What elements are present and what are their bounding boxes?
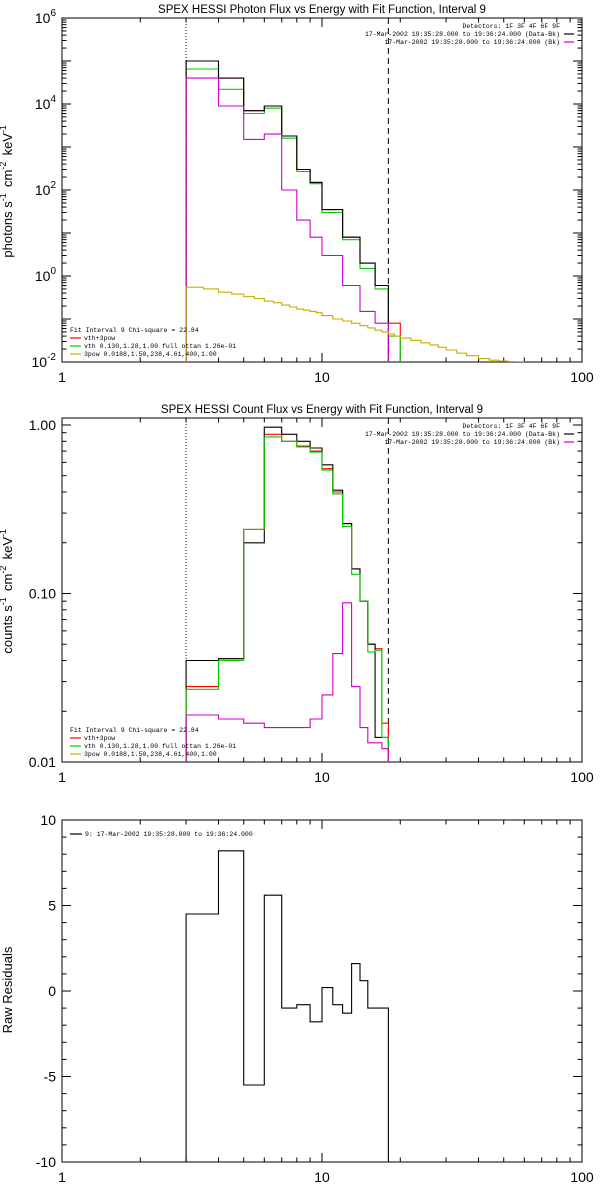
info-line: 17-Mar-2002 19:35:28.000 to 19:36:24.000… — [384, 39, 560, 46]
series-line-2 — [185, 426, 389, 762]
x-tick-label: 10 — [314, 369, 330, 385]
y-axis-label: Raw Residuals — [0, 946, 15, 1033]
chart-title: SPEX HESSI Count Flux vs Energy with Fit… — [161, 404, 483, 416]
x-tick-label: 100 — [570, 1169, 594, 1185]
fit-info-line: vth 0.130,1.28,1.00 full ottan 1.26e-01 — [84, 343, 236, 350]
fit-info-line: vth+3pow — [84, 335, 115, 342]
series-group — [185, 850, 389, 1162]
y-tick-label: 10-2 — [32, 352, 57, 370]
y-tick-label: 100 — [35, 266, 57, 284]
y-axis-label: counts s-1 cm-2 keV-1 — [0, 526, 15, 653]
series-line-3 — [185, 436, 389, 762]
chart-title: SPEX HESSI Photon Flux vs Energy with Fi… — [158, 4, 486, 16]
series-line-3 — [185, 60, 389, 362]
y-tick-label: -5 — [44, 1069, 57, 1085]
fit-info-line: vth 0.130,1.28,1.00 full ottan 1.26e-01 — [84, 743, 236, 750]
x-tick-label: 10 — [314, 1169, 330, 1185]
series-group — [185, 60, 525, 362]
y-tick-label: 104 — [35, 94, 57, 112]
x-tick-label: 100 — [570, 369, 594, 385]
info-line: Detectors: 1F 3F 4F 6F 9F — [462, 423, 560, 430]
info-line: 17-Mar-2002 19:35:28.000 to 19:36:24.000… — [384, 439, 560, 446]
legend-label: 9: 17-Mar-2002 19:35:28.000 to 19:36:24.… — [85, 831, 253, 838]
fit-info-line: Fit Interval 9 Chi-square = 22.84 — [70, 727, 199, 734]
series-group — [185, 426, 389, 762]
series-line-2 — [185, 68, 401, 362]
chart-panel-3: 1 10 100 -10 -5 0 5 10 Raw Residuals 9: 17-Mar-20… — [0, 812, 594, 1185]
fit-info-line: Fit Interval 9 Chi-square = 22.84 — [70, 327, 199, 334]
y-tick-label: 5 — [48, 898, 56, 914]
y-tick-label: -10 — [36, 1154, 56, 1170]
y-tick-label: 0 — [48, 983, 56, 999]
fit-info-line: 3pow 0.0188,1.50,238,4.61,400,1.00 — [84, 351, 217, 358]
y-tick-label: 0.10 — [29, 585, 56, 601]
fit-info-line: vth+3pow — [84, 735, 115, 742]
y-tick-label: 1.00 — [29, 417, 56, 433]
series-line-5 — [185, 286, 525, 362]
x-tick-label: 10 — [314, 769, 330, 785]
x-tick-label: 1 — [58, 1169, 66, 1185]
series-line-1 — [185, 433, 389, 762]
info-line: Detectors: 1F 3F 4F 6F 9F — [462, 23, 560, 30]
series-line-4 — [185, 602, 389, 762]
info-line: 17-Mar-2002 19:35:28.000 to 19:36:24.000… — [365, 31, 560, 38]
info-line: 17-Mar-2002 19:35:28.000 to 19:36:24.000… — [365, 431, 560, 438]
y-tick-label: 0.01 — [29, 754, 56, 770]
y-axis-label: photons s-1 cm-2 keV-1 — [0, 122, 15, 257]
x-tick-label: 1 — [58, 369, 66, 385]
fit-info-line: 3pow 0.0188,1.50,238,4.61,400,1.00 — [84, 751, 217, 758]
y-tick-label: 102 — [35, 180, 57, 198]
y-tick-label: 10 — [40, 812, 56, 828]
series-line-1 — [185, 850, 389, 1162]
chart-panel-1: SPEX HESSI Photon Flux vs Energy with Fi… — [0, 4, 594, 385]
chart-panel-2: SPEX HESSI Count Flux vs Energy with Fit… — [0, 404, 594, 785]
series-line-1 — [185, 60, 401, 362]
x-tick-label: 100 — [570, 769, 594, 785]
y-tick-label: 106 — [35, 8, 57, 26]
series-line-4 — [185, 77, 389, 362]
x-tick-label: 1 — [58, 769, 66, 785]
